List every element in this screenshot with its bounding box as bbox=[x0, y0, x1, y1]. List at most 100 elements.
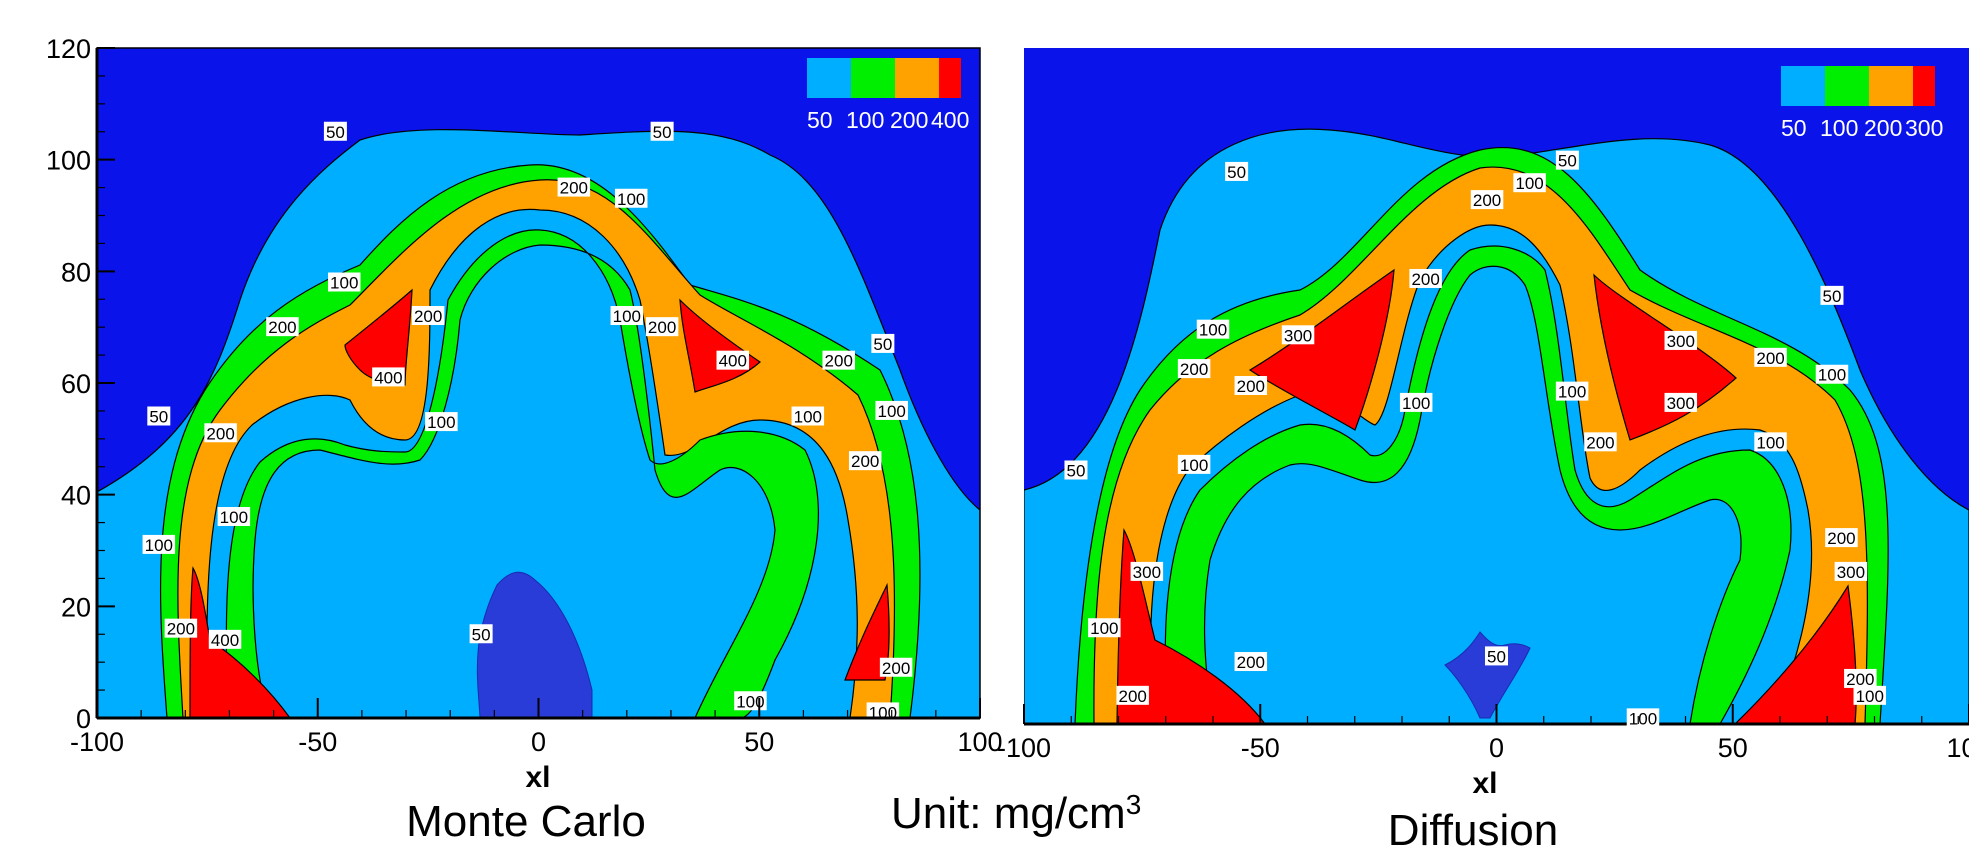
contour-label: 200 bbox=[167, 620, 195, 639]
unit-label-superscript: 3 bbox=[1126, 789, 1142, 820]
contour-label: 200 bbox=[1846, 670, 1874, 689]
contour-label-box bbox=[1064, 460, 1088, 480]
legend-swatch bbox=[807, 58, 851, 98]
contour-label-box bbox=[1130, 561, 1164, 581]
y-tick-label: 0 bbox=[76, 704, 91, 734]
contour-label: 50 bbox=[653, 123, 672, 142]
contour-label-box bbox=[1853, 685, 1887, 705]
x-tick-label: 50 bbox=[744, 727, 774, 757]
caption-diffusion: Diffusion bbox=[1388, 806, 1558, 850]
contour-label-box bbox=[208, 629, 242, 649]
legend-swatch bbox=[1825, 66, 1869, 106]
x-tick-label: -100 bbox=[70, 727, 124, 757]
contour-label-box bbox=[1844, 668, 1877, 688]
contour-label: 200 bbox=[560, 179, 588, 198]
legend-swatch bbox=[895, 58, 939, 98]
y-tick-label: 120 bbox=[46, 34, 91, 64]
contour-label-box bbox=[266, 317, 299, 337]
contour-label: 200 bbox=[1756, 349, 1784, 368]
legend-swatch bbox=[851, 58, 895, 98]
contour-label: 100 bbox=[1090, 619, 1118, 638]
contour-label-box bbox=[1820, 285, 1844, 305]
contour-label-box bbox=[469, 624, 493, 644]
contour-label: 100 bbox=[1756, 433, 1784, 452]
contour-label-box bbox=[1626, 708, 1660, 728]
legend-swatch bbox=[1869, 66, 1913, 106]
contour-label: 300 bbox=[1133, 563, 1161, 582]
y-tick-label: 100 bbox=[46, 146, 91, 176]
contour-label-box bbox=[879, 657, 913, 677]
contour-label-box bbox=[1555, 381, 1589, 401]
contour-label-box bbox=[1754, 432, 1787, 452]
contour-label: 200 bbox=[268, 318, 296, 337]
legend-label: 50 bbox=[807, 107, 833, 133]
contour-label-box bbox=[610, 306, 644, 325]
x-tick-label: 0 bbox=[1489, 733, 1504, 763]
contour-label: 300 bbox=[1667, 394, 1695, 413]
legend-label: 200 bbox=[890, 107, 928, 133]
contour-label-box bbox=[1834, 561, 1868, 581]
contour-label: 200 bbox=[1411, 270, 1439, 289]
contour-label-box bbox=[1815, 364, 1849, 384]
x-tick-label: -50 bbox=[1241, 733, 1280, 763]
contour-label: 50 bbox=[1823, 287, 1842, 306]
contour-label: 300 bbox=[1667, 332, 1695, 351]
contour-label-box bbox=[822, 350, 855, 370]
contour-label: 200 bbox=[882, 659, 910, 678]
contour-label-box bbox=[217, 507, 251, 526]
contour-region-50-inner bbox=[206, 208, 858, 718]
contour-field bbox=[1024, 48, 1969, 724]
contour-label-box bbox=[1088, 618, 1121, 638]
contour-label-box bbox=[1399, 392, 1433, 412]
contour-label: 100 bbox=[1402, 394, 1430, 413]
contour-label: 100 bbox=[1515, 174, 1543, 193]
contour-label-box bbox=[645, 317, 679, 337]
contour-label-box bbox=[716, 350, 750, 370]
axes: -100 -50 0 50 100 0 20 40 60 80 100 120 bbox=[46, 34, 1003, 757]
contour-label: 300 bbox=[1284, 326, 1312, 345]
contour-label-box bbox=[557, 177, 591, 197]
contour-label: 400 bbox=[211, 631, 239, 650]
contour-label: 100 bbox=[878, 402, 906, 421]
contour-label-box bbox=[147, 406, 171, 426]
contour-label: 100 bbox=[220, 508, 248, 527]
contour-label-box bbox=[425, 412, 458, 432]
x-tick-label: 100 bbox=[1946, 733, 1969, 763]
contour-label-box bbox=[1234, 376, 1268, 395]
contour-label: 100 bbox=[869, 703, 897, 722]
x-tick-label: -100 bbox=[997, 733, 1051, 763]
legend-swatch bbox=[939, 58, 961, 98]
contour-label-box bbox=[1513, 173, 1546, 193]
contour-label: 200 bbox=[1180, 360, 1208, 379]
contour-label-box bbox=[1485, 646, 1508, 666]
contour-label: 200 bbox=[1586, 433, 1614, 452]
contour-label-box bbox=[1225, 161, 1249, 181]
contour-label-box bbox=[372, 367, 405, 387]
y-tick-label: 40 bbox=[61, 481, 91, 511]
contour-label: 100 bbox=[1629, 709, 1657, 728]
contour-labels: 50 50 200 100 100 200 200 100 200 400 200 50 400 100 5… bbox=[142, 121, 913, 722]
legend-label: 200 bbox=[1864, 115, 1902, 141]
contour-label-box bbox=[1470, 190, 1504, 210]
legend-label: 400 bbox=[931, 107, 969, 133]
y-tick-label: 20 bbox=[61, 592, 91, 622]
y-tick-label: 80 bbox=[61, 257, 91, 287]
contour-label-box bbox=[650, 121, 674, 141]
contour-region-spot bbox=[1444, 631, 1531, 719]
contour-label: 100 bbox=[1818, 366, 1846, 385]
contour-label-box bbox=[848, 451, 882, 471]
x-tick-label: -50 bbox=[298, 727, 337, 757]
contour-label-box bbox=[791, 406, 825, 426]
contour-label: 200 bbox=[1473, 191, 1501, 210]
unit-label: Unit: mg/cm3 bbox=[891, 789, 1141, 838]
contour-label: 200 bbox=[1237, 377, 1265, 396]
contour-region-top-2 bbox=[1593, 273, 1737, 441]
contour-field bbox=[97, 48, 980, 718]
contour-label: 50 bbox=[1487, 647, 1506, 666]
contour-label: 100 bbox=[1856, 687, 1884, 706]
legend-swatch bbox=[1781, 66, 1825, 106]
axes: -100 -50 0 50 100 bbox=[997, 704, 1969, 763]
